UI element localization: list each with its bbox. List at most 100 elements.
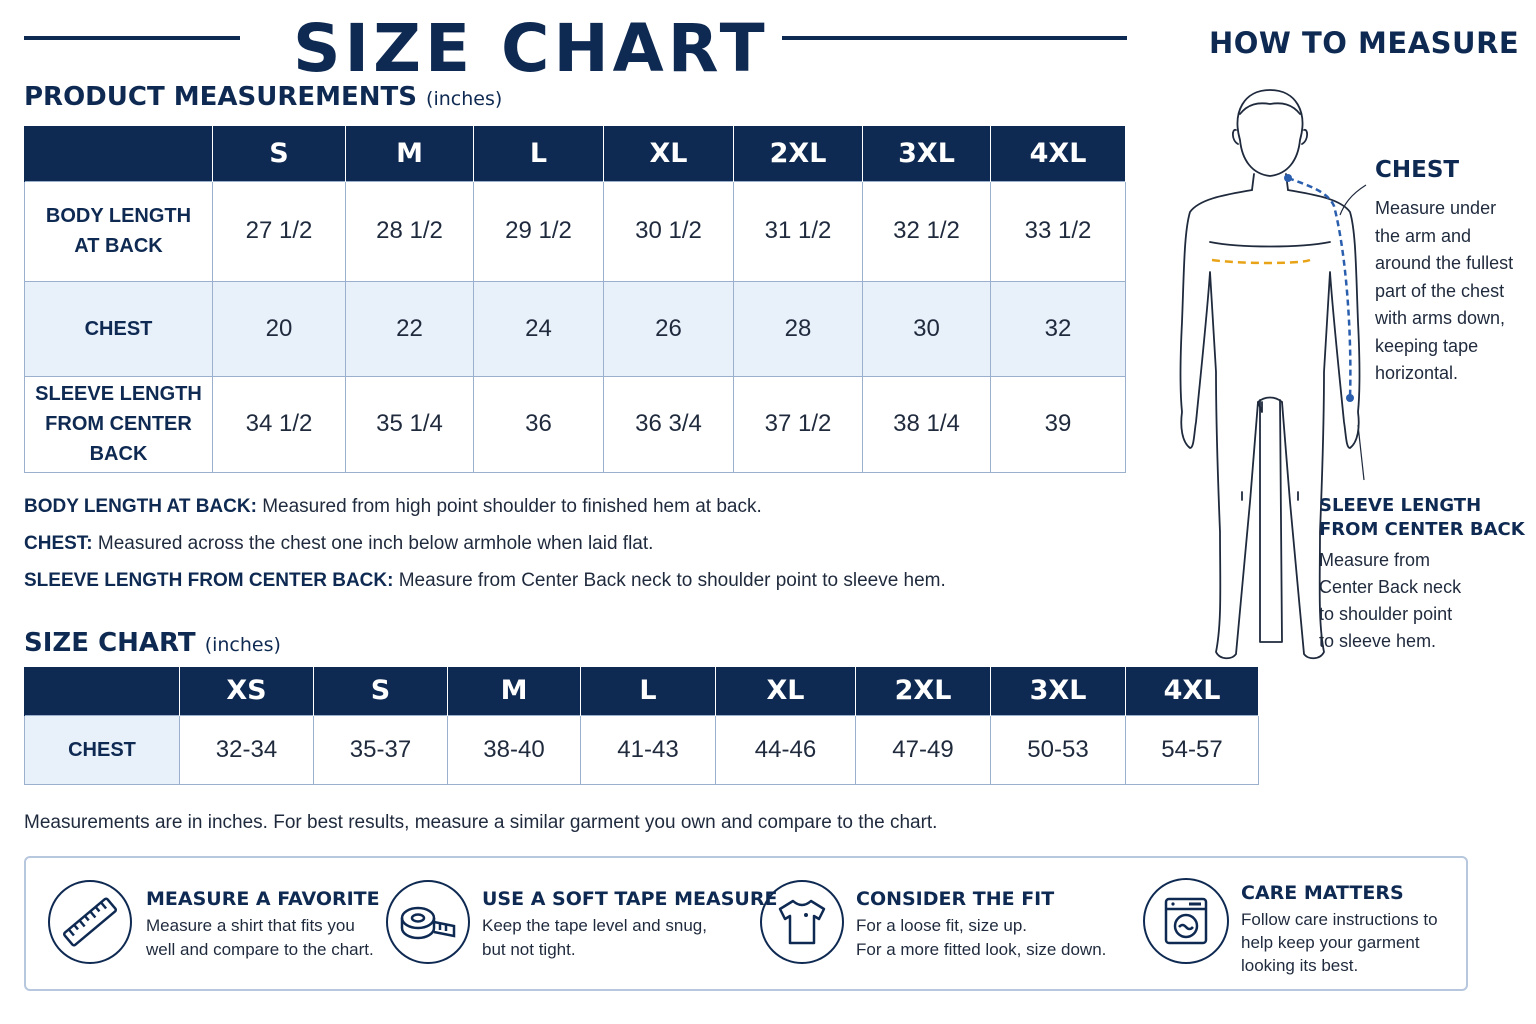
table-cell: 32 [990, 280, 1126, 377]
product-measurements-title: PRODUCT MEASUREMENTS (inches) [24, 82, 502, 112]
row-label-body-length: BODY LENGTH AT BACK [24, 180, 213, 282]
row-label-line: SLEEVE LENGTH [35, 383, 202, 405]
table-cell: 28 1/2 [345, 180, 474, 282]
table-cell: 32 1/2 [862, 180, 991, 282]
title-rule-right [782, 36, 1127, 40]
table-cell: 35-37 [313, 714, 448, 785]
size-header-l: L [473, 126, 604, 181]
measurement-definitions: BODY LENGTH AT BACK: Measured from high … [24, 494, 946, 605]
washing-machine-icon [1143, 878, 1229, 964]
row-label-chest: CHEST [24, 714, 180, 785]
tip-text-line: For a loose fit, size up. [856, 916, 1028, 935]
row-label-line: CHEST [84, 317, 153, 340]
tape-measure-icon [386, 880, 470, 964]
table-cell: 20 [212, 280, 346, 377]
definition-chest: CHEST: Measured across the chest one inc… [24, 531, 946, 568]
table-row: CHEST 20 22 24 26 28 30 32 [24, 280, 1126, 377]
table-cell: 50-53 [990, 714, 1126, 785]
size-chart-title: SIZE CHART (inches) [24, 628, 281, 658]
table-cell: 35 1/4 [345, 375, 474, 473]
size-header-xs: XS [179, 667, 314, 715]
sleeve-callout-title: SLEEVE LENGTH FROM CENTER BACK [1319, 494, 1525, 542]
size-chart-heading: SIZE CHART [24, 628, 196, 658]
table-cell: 29 1/2 [473, 180, 604, 282]
sleeve-start-dot [1284, 174, 1292, 182]
definition-term: CHEST: [24, 533, 93, 554]
row-label-sleeve-length: SLEEVE LENGTH FROM CENTER BACK [24, 375, 213, 473]
callout-text-line: keeping tape [1375, 336, 1479, 356]
how-to-measure-title: HOW TO MEASURE [1209, 26, 1520, 60]
table-cell: 36 [473, 375, 604, 473]
size-table-corner [24, 667, 180, 715]
table-cell: 28 [733, 280, 863, 377]
title-rule-left [24, 36, 240, 40]
tip-title: MEASURE A FAVORITE [146, 888, 380, 910]
product-measurements-unit: (inches) [426, 88, 503, 110]
callout-text-line: around the fullest [1375, 253, 1514, 273]
table-cell: 44-46 [715, 714, 856, 785]
tip-title: CONSIDER THE FIT [856, 888, 1055, 910]
table-cell: 38-40 [447, 714, 581, 785]
row-label-line: FROM CENTER BACK [45, 413, 192, 465]
size-header-3xl: 3XL [990, 667, 1126, 715]
table-cell: 32-34 [179, 714, 314, 785]
definition-sleeve: SLEEVE LENGTH FROM CENTER BACK: Measure … [24, 568, 946, 605]
tip-consider-fit: CONSIDER THE FIT For a loose fit, size u… [760, 858, 1140, 989]
table-cell: 27 1/2 [212, 180, 346, 282]
row-label-chest: CHEST [24, 280, 213, 377]
callout-text-line: Measure from [1319, 550, 1431, 570]
table-cell: 22 [345, 280, 474, 377]
callout-text-line: Measure under [1375, 198, 1497, 218]
measurement-note: Measurements are in inches. For best res… [24, 812, 938, 833]
callout-text-line: horizontal. [1375, 363, 1459, 383]
callout-text-line: the arm and [1375, 226, 1472, 246]
tip-text-line: well and compare to the chart. [146, 940, 374, 959]
size-header-l: L [580, 667, 716, 715]
callout-text-line: with arms down, [1375, 308, 1506, 328]
tip-soft-tape: USE A SOFT TAPE MEASURE Keep the tape le… [386, 858, 777, 989]
sleeve-end-dot [1346, 394, 1354, 402]
table-row: CHEST 32-34 35-37 38-40 41-43 44-46 47-4… [24, 714, 1259, 785]
callout-text-line: to sleeve hem. [1319, 631, 1437, 651]
table-cell: 31 1/2 [733, 180, 863, 282]
table-cell: 37 1/2 [733, 375, 863, 473]
table-cell: 30 1/2 [603, 180, 734, 282]
size-chart-unit: (inches) [204, 634, 281, 656]
tip-title: USE A SOFT TAPE MEASURE [482, 888, 778, 910]
size-header-s: S [313, 667, 448, 715]
size-chart-table: XS S M L XL 2XL 3XL 4XL CHEST 32-34 35-3… [24, 667, 1259, 785]
row-label-line: BODY LENGTH [45, 205, 192, 227]
size-header-xl: XL [603, 126, 734, 181]
product-measurements-table: S M L XL 2XL 3XL 4XL BODY LENGTH AT BACK… [24, 126, 1126, 473]
tip-title: CARE MATTERS [1241, 882, 1404, 904]
tip-measure-favorite: MEASURE A FAVORITE Measure a shirt that … [26, 858, 386, 989]
table-cell: 30 [862, 280, 991, 377]
definition-term: BODY LENGTH AT BACK: [24, 496, 257, 517]
tip-text-line: Keep the tape level and snug, [482, 916, 707, 935]
size-header-4xl: 4XL [1125, 667, 1259, 715]
table-cell: 38 1/4 [862, 375, 991, 473]
table-cell: 39 [990, 375, 1126, 473]
definition-term: SLEEVE LENGTH FROM CENTER BACK: [24, 570, 394, 591]
table-cell: 26 [603, 280, 734, 377]
tip-text-line: help keep your garment [1241, 933, 1420, 952]
callout-leaders [1339, 184, 1367, 481]
size-header-2xl: 2XL [733, 126, 863, 181]
callout-text-line: to shoulder point [1319, 604, 1453, 624]
table-cell: 36 3/4 [603, 375, 734, 473]
page-title: SIZE CHART [293, 10, 769, 87]
product-table-corner [24, 126, 213, 181]
callout-text-line: part of the chest [1375, 281, 1505, 301]
size-header-xl: XL [715, 667, 856, 715]
table-cell: 34 1/2 [212, 375, 346, 473]
table-cell: 33 1/2 [990, 180, 1126, 282]
product-measurements-heading: PRODUCT MEASUREMENTS [24, 82, 417, 112]
tip-text-line: Follow care instructions to [1241, 910, 1438, 929]
tip-text-line: looking its best. [1241, 956, 1359, 975]
chest-callout-title: CHEST [1375, 157, 1460, 183]
row-label-line: AT BACK [74, 235, 163, 257]
table-row: BODY LENGTH AT BACK 27 1/2 28 1/2 29 1/2… [24, 180, 1126, 282]
callout-title-line: FROM CENTER BACK [1319, 519, 1525, 540]
size-header-s: S [212, 126, 346, 181]
table-cell: 47-49 [855, 714, 991, 785]
